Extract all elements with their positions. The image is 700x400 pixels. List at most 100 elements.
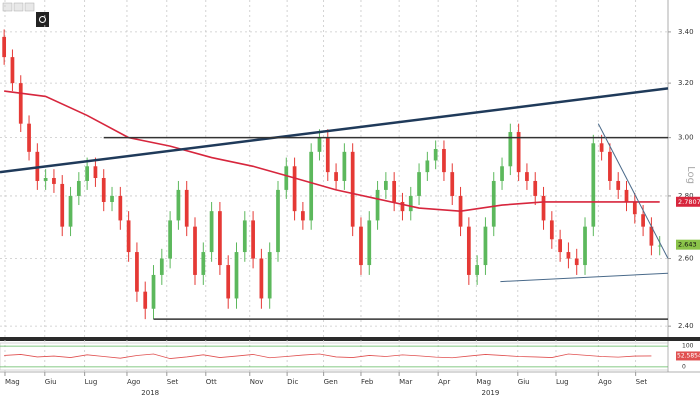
- candle-body: [433, 148, 438, 161]
- x-tick-label: Lug: [85, 378, 98, 386]
- candle-body: [574, 258, 579, 266]
- candle-body: [43, 178, 48, 181]
- candle-body: [533, 180, 538, 196]
- candle-body: [259, 258, 264, 299]
- candle-body: [367, 220, 372, 266]
- x-tick-label: Giu: [518, 378, 530, 386]
- candle-body: [193, 226, 197, 275]
- candle-body: [475, 265, 480, 275]
- year-label: 2018: [141, 389, 159, 397]
- candle-body: [10, 57, 15, 84]
- value-box: [676, 239, 700, 250]
- candle-body: [68, 195, 73, 227]
- candle-body: [151, 274, 156, 309]
- candle-body: [242, 220, 247, 253]
- tool-button[interactable]: [2, 2, 13, 12]
- candle-body: [599, 143, 604, 152]
- candle-body: [591, 143, 596, 227]
- candle-body: [110, 195, 114, 202]
- candle-body: [342, 151, 347, 181]
- trendline: [0, 87, 669, 174]
- x-tick-label: Ago: [127, 378, 141, 386]
- x-tick-label: Feb: [361, 378, 374, 386]
- candle-body: [184, 189, 189, 227]
- candle-body: [400, 201, 405, 212]
- candle-body: [118, 195, 123, 221]
- y-tick-label: 3.40: [678, 28, 694, 36]
- candle-body: [317, 137, 322, 152]
- candle-body: [383, 180, 388, 190]
- y-tick-label: 0: [682, 363, 686, 370]
- value-box-label: 2.643: [678, 241, 697, 249]
- toolbar: [2, 2, 49, 27]
- x-tick-label: Mar: [399, 378, 412, 386]
- candle-body: [442, 148, 446, 173]
- x-tick-label: Lug: [556, 378, 569, 386]
- y-tick-label: 2.60: [678, 255, 694, 263]
- y-tick-label: 100: [682, 343, 694, 350]
- year-label: 2019: [482, 389, 500, 397]
- candle-body: [491, 180, 496, 227]
- candle-body: [375, 189, 380, 221]
- panel-separator: [0, 337, 700, 341]
- value-box-label: 52.5854: [677, 352, 700, 359]
- candle-body: [657, 245, 662, 247]
- candle-body: [234, 252, 239, 299]
- candle-body: [516, 132, 521, 173]
- candle-body: [85, 166, 89, 181]
- candle-body: [325, 137, 330, 173]
- x-tick-label: Mag: [5, 378, 20, 386]
- candle-body: [392, 180, 397, 202]
- candle-body: [301, 211, 305, 221]
- candle-body: [251, 220, 255, 259]
- x-tick-label: Ott: [206, 378, 217, 386]
- tool-icon: [39, 16, 46, 23]
- candle-body: [284, 166, 289, 190]
- candle-body: [309, 151, 314, 221]
- candle-body: [425, 160, 430, 173]
- x-tick-label: Giu: [45, 378, 57, 386]
- value-box: [676, 196, 700, 207]
- candle-body: [616, 180, 621, 190]
- x-tick-label: Nov: [250, 378, 264, 386]
- candle-body: [583, 226, 587, 266]
- axis-label: Log: [685, 166, 696, 184]
- candle-body: [292, 166, 297, 212]
- tool-button[interactable]: [24, 2, 35, 12]
- trendline: [597, 123, 669, 259]
- candle-body: [566, 252, 571, 259]
- candle-body: [632, 201, 637, 215]
- candle-body: [18, 83, 23, 124]
- candle-body: [76, 180, 81, 196]
- candle-body: [218, 211, 222, 266]
- candle-body: [168, 220, 172, 259]
- x-tick-label: Set: [636, 378, 648, 386]
- candle-body: [649, 226, 654, 246]
- candle-body: [450, 172, 455, 196]
- candle-body: [417, 172, 421, 196]
- candle-body: [408, 195, 413, 212]
- candle-body: [359, 226, 363, 266]
- candle-body: [608, 151, 612, 181]
- y-tick-label: 2.80: [678, 192, 694, 200]
- candle-body: [541, 195, 546, 221]
- candle-body: [641, 214, 645, 227]
- candle-body: [135, 252, 139, 292]
- value-box-label: 2.7807: [678, 198, 700, 206]
- tool-button[interactable]: [36, 12, 49, 27]
- candle-body: [483, 226, 488, 266]
- x-tick-label: Gen: [324, 378, 338, 386]
- candle-body: [101, 178, 106, 202]
- candle-body: [52, 178, 56, 184]
- trendline: [500, 272, 669, 283]
- x-tick-label: Set: [167, 378, 179, 386]
- y-tick-label: 3.20: [678, 79, 694, 87]
- candle-body: [276, 189, 280, 253]
- indicator-frame: [0, 342, 669, 371]
- tool-button[interactable]: [13, 2, 24, 12]
- candle-body: [2, 36, 7, 58]
- candle-body: [27, 123, 31, 152]
- candle-body: [267, 252, 272, 299]
- value-box: [676, 351, 700, 361]
